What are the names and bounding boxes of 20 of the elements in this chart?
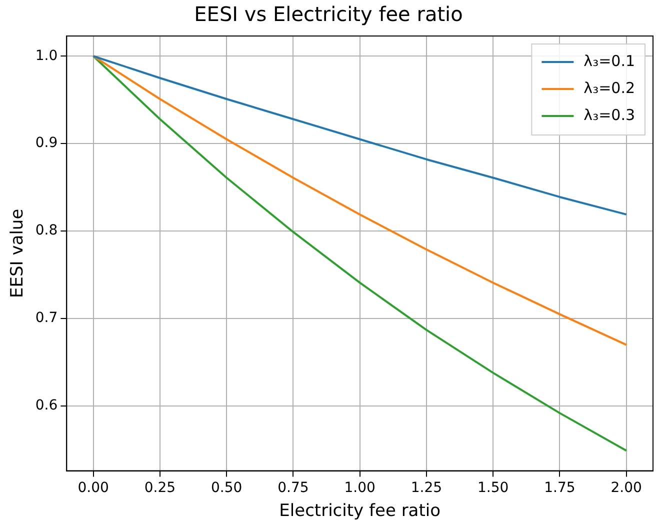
x-tick-label: 1.50	[478, 480, 509, 496]
legend-label: λ₃=0.3	[584, 106, 636, 124]
x-tick-label: 0.75	[278, 480, 309, 496]
x-axis-title: Electricity fee ratio	[279, 501, 441, 522]
x-tick-label: 0.50	[210, 480, 242, 496]
chart-title: EESI vs Electricity fee ratio	[194, 2, 463, 26]
y-tick-label: 0.6	[35, 398, 58, 414]
x-tick-label: 0.00	[78, 480, 109, 496]
y-tick-label: 1.0	[35, 48, 58, 64]
x-tick-label: 0.25	[144, 480, 176, 496]
legend-label: λ₃=0.1	[584, 52, 636, 70]
x-tick-label: 1.25	[410, 480, 442, 496]
y-tick-label: 0.7	[35, 310, 58, 326]
x-tick-label: 1.00	[344, 480, 376, 496]
x-tick-label: 1.75	[544, 480, 576, 496]
x-tick-label: 2.00	[610, 480, 642, 496]
y-tick-label: 0.9	[35, 135, 58, 152]
y-axis-title: EESI value	[8, 208, 28, 298]
legend-label: λ₃=0.2	[584, 78, 636, 97]
y-tick-label: 0.8	[35, 222, 58, 239]
